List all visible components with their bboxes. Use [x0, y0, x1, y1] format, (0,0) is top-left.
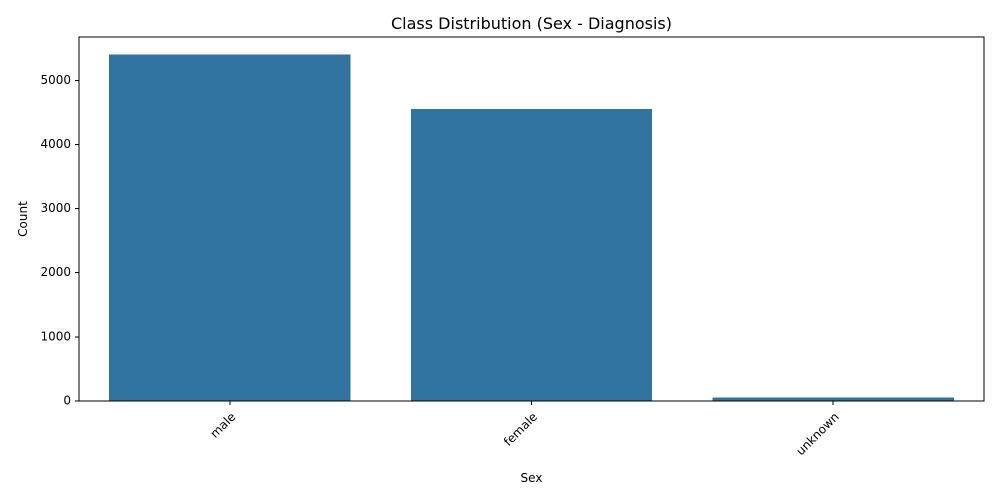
y-axis-label: Count — [16, 201, 30, 237]
x-axis-label: Sex — [521, 471, 543, 485]
bar-male — [109, 54, 351, 401]
y-tick-label-4000: 4000 — [40, 137, 71, 151]
y-tick-label-0: 0 — [63, 394, 71, 408]
y-tick-label-5000: 5000 — [40, 73, 71, 87]
y-tick-label-3000: 3000 — [40, 201, 71, 215]
y-tick-label-1000: 1000 — [40, 329, 71, 343]
chart-title: Class Distribution (Sex - Diagnosis) — [391, 14, 672, 33]
bar-female — [410, 109, 653, 401]
bars-group — [109, 54, 954, 401]
bar-unknown — [712, 397, 954, 401]
y-tick-label-2000: 2000 — [40, 265, 71, 279]
y-axis-ticks: 0 1000 2000 3000 4000 5000 — [40, 73, 79, 408]
plot-frame — [78, 36, 985, 402]
